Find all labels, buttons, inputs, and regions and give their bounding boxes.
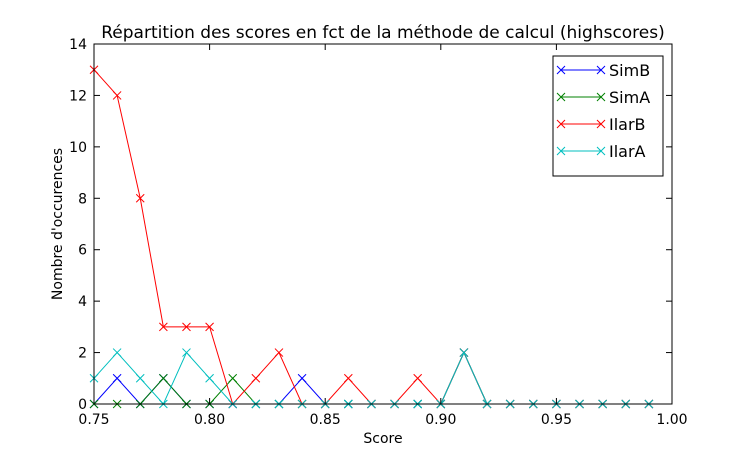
y-tick-label: 6 — [78, 243, 87, 259]
legend-marker — [596, 65, 606, 75]
data-point-ilarb — [413, 373, 423, 383]
x-tick-label: 0.85 — [310, 412, 341, 428]
legend-marker — [596, 92, 606, 102]
x-axis-title: Score — [363, 431, 402, 447]
legend-label: IlarA — [609, 142, 646, 161]
data-point-ilarb — [159, 322, 168, 332]
ticks-layer: 0.75 0.80 0.85 0.90 0.95 1.00 0 2 4 6 8 10 12 14 — [69, 37, 687, 428]
data-point-simb — [112, 373, 122, 383]
y-axis-title: Nombre d'occurences — [50, 148, 66, 300]
data-point-ilara — [205, 373, 214, 383]
series-line-ilara — [93, 351, 649, 405]
data-point-ilara — [459, 348, 469, 357]
data-point-sima — [159, 373, 168, 383]
legend-marker — [556, 65, 566, 75]
y-tick-label: 10 — [69, 140, 87, 156]
legend-label: IlarB — [609, 115, 646, 134]
legend-marker — [596, 119, 606, 129]
legend-marker — [556, 146, 566, 156]
chart-title: Répartition des scores en fct de la méth… — [101, 23, 665, 43]
y-tick-label: 12 — [69, 88, 87, 104]
data-point-ilarb — [251, 373, 261, 383]
plot-frame — [93, 43, 673, 405]
series-line-sima — [94, 351, 649, 405]
legend-label: SimB — [609, 61, 650, 80]
y-tick-label: 4 — [78, 294, 87, 310]
data-point-ilarb — [274, 348, 284, 357]
legend-box — [552, 55, 664, 177]
legend-marker — [556, 119, 566, 129]
x-tick-label: 1.00 — [656, 412, 687, 428]
data-point-simb — [297, 373, 307, 383]
data-point-ilarb — [182, 322, 191, 332]
legend-marker — [556, 92, 566, 102]
y-tick-label: 0 — [78, 397, 87, 413]
x-tick-label: 0.90 — [425, 412, 456, 428]
data-point-sima — [228, 373, 238, 383]
data-point-ilarb — [343, 373, 353, 383]
y-tick-label: 8 — [78, 191, 87, 207]
x-tick-label: 0.80 — [194, 412, 225, 428]
y-tick-label: 14 — [69, 37, 87, 53]
series-line-simb — [93, 351, 649, 405]
legend-marker — [596, 146, 606, 156]
data-point-ilarb — [112, 91, 122, 100]
data-point-ilara — [135, 373, 145, 383]
legend-label: SimA — [609, 88, 650, 107]
legend: SimB SimA IlarB IlarA — [552, 55, 664, 177]
data-point-ilara — [182, 348, 191, 357]
x-tick-label: 0.95 — [541, 412, 572, 428]
data-point-ilarb — [135, 193, 145, 203]
data-point-ilara — [112, 348, 122, 357]
x-tick-label: 0.75 — [78, 412, 109, 428]
y-tick-label: 2 — [78, 346, 87, 362]
data-point-ilarb — [205, 322, 214, 332]
